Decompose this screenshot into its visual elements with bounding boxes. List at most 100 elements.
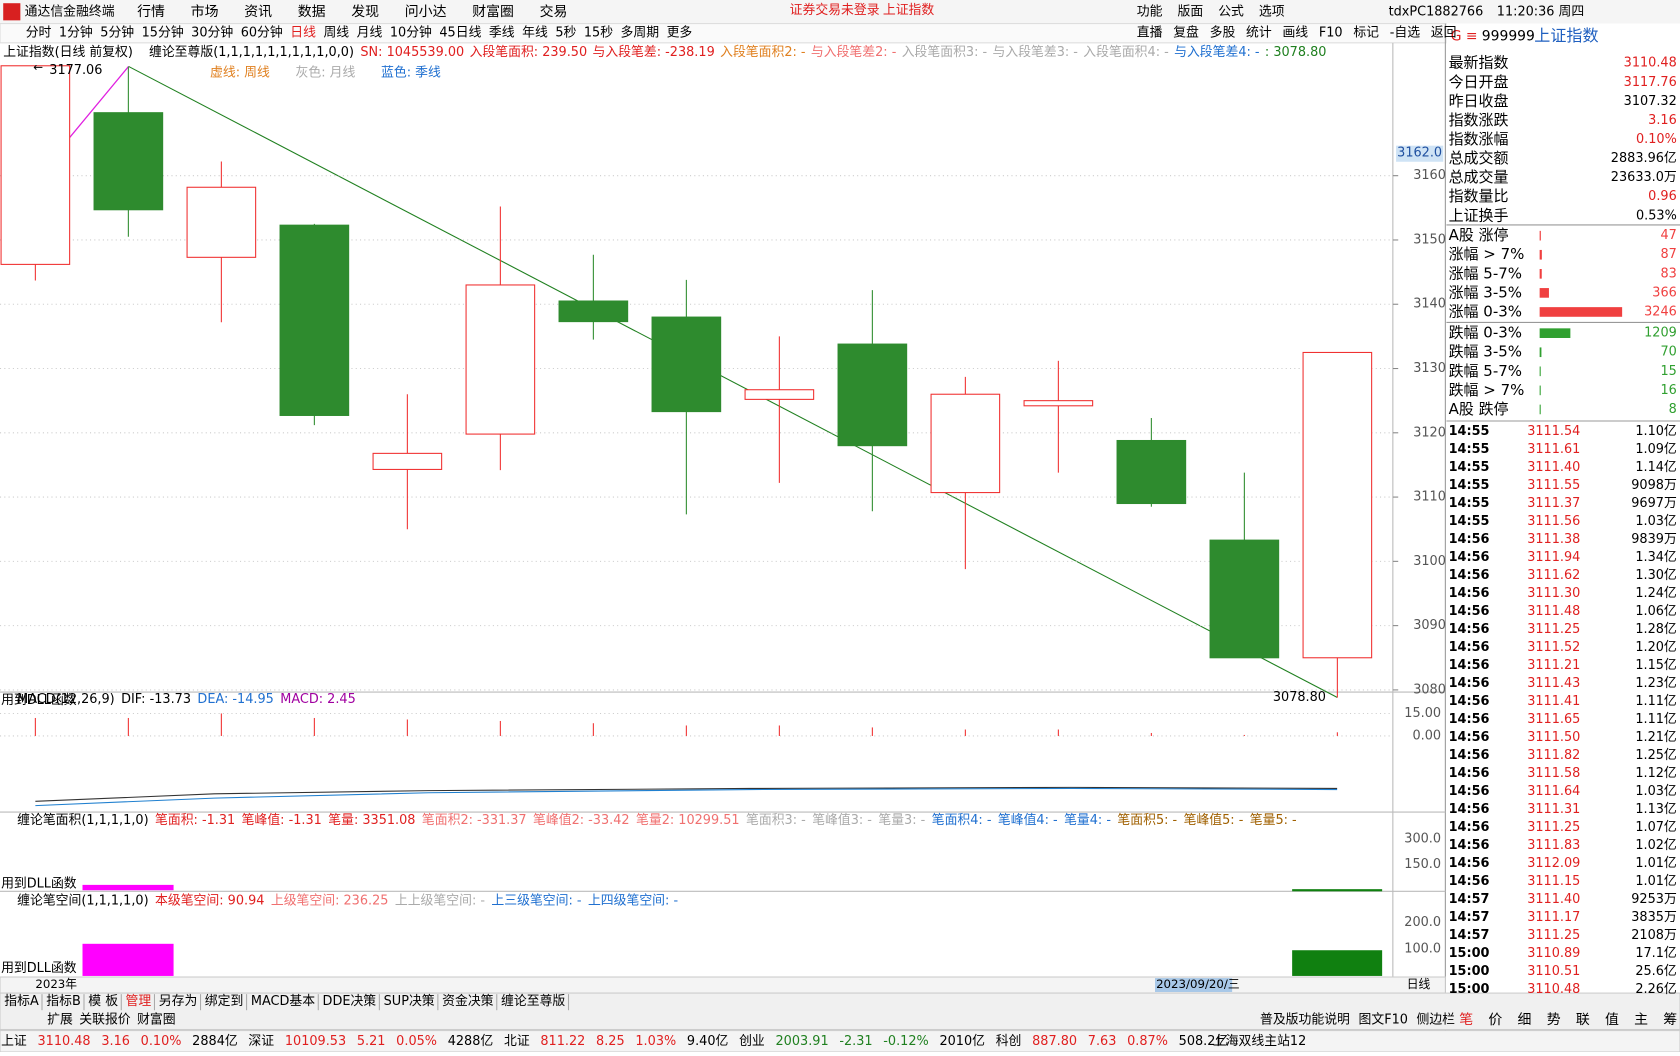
tick-time: 15:00 xyxy=(1449,946,1490,961)
chart-tool[interactable]: 多股 xyxy=(1210,26,1236,41)
clock: 11:20:36 周四 xyxy=(1497,4,1584,19)
panel-tab[interactable]: 筹 xyxy=(1663,1011,1677,1028)
legend-item: 灰色: 月线 xyxy=(296,64,356,80)
panel-tab[interactable]: 主 xyxy=(1634,1012,1648,1028)
menu-item[interactable]: 资讯 xyxy=(244,4,272,20)
chart-tool[interactable]: -自选 xyxy=(1390,26,1420,41)
tab[interactable]: 模 板 xyxy=(88,994,118,1009)
tick-volume: 17.1亿 xyxy=(1635,946,1677,961)
account: tdxPC1882766 xyxy=(1389,4,1484,19)
tick-price: 3110.89 xyxy=(1527,946,1580,961)
tick-price: 3111.30 xyxy=(1527,586,1580,601)
period-tab[interactable]: 多周期 xyxy=(621,26,660,41)
menu-item[interactable]: 交易 xyxy=(540,3,568,20)
tick-price: 3111.43 xyxy=(1527,676,1580,691)
period-tab[interactable]: 周线 xyxy=(323,26,349,41)
tool-item[interactable]: 功能 xyxy=(1137,4,1163,19)
period-tab[interactable]: 5秒 xyxy=(555,26,576,41)
status-item: 8.25 xyxy=(596,1034,625,1049)
chart-tool[interactable]: 复盘 xyxy=(1173,25,1199,41)
tick-price: 3111.38 xyxy=(1527,532,1580,547)
period-tab[interactable]: 15秒 xyxy=(584,26,613,41)
tick-time: 14:56 xyxy=(1449,550,1490,565)
chart-tool[interactable]: 返回 xyxy=(1431,26,1457,41)
menu-item[interactable]: 财富圈 xyxy=(472,3,514,20)
menu-item[interactable]: 市场 xyxy=(191,3,219,20)
tab[interactable]: 侧边栏 xyxy=(1416,1012,1455,1027)
period-tab[interactable]: 日线 xyxy=(290,26,316,41)
breadth-bar xyxy=(1539,268,1542,279)
period-tab[interactable]: 15分钟 xyxy=(142,25,184,41)
tab[interactable]: 另存为 xyxy=(159,994,198,1009)
menu-item[interactable]: 数据 xyxy=(298,4,326,20)
menu-item[interactable]: 发现 xyxy=(351,4,379,20)
chart-tool[interactable]: F10 xyxy=(1319,26,1343,41)
period-tab[interactable]: 30分钟 xyxy=(191,25,233,41)
tab[interactable]: 资金决策 xyxy=(442,993,494,1009)
period-tab[interactable]: 1分钟 xyxy=(59,25,93,41)
status-item: 0.87% xyxy=(1127,1034,1168,1049)
chart-tool[interactable]: 统计 xyxy=(1246,26,1272,41)
panel-tab[interactable]: 联 xyxy=(1576,1012,1590,1028)
y-tick-label: 3140 xyxy=(1413,297,1446,312)
tab[interactable]: 缠论至尊版 xyxy=(501,993,565,1009)
indicator-value: 与入段笔差4: - xyxy=(1174,44,1259,60)
tick-price: 3111.25 xyxy=(1527,820,1580,835)
chart-tool[interactable]: 标记 xyxy=(1353,26,1379,41)
chart-tool[interactable]: 直播 xyxy=(1137,26,1163,41)
menu-item[interactable]: 行情 xyxy=(137,4,165,20)
stock-code: 999999 xyxy=(1482,28,1535,44)
tick-volume: 1.11亿 xyxy=(1635,694,1677,709)
period-tab[interactable]: 10分钟 xyxy=(390,25,432,41)
chart-tool[interactable]: 画线 xyxy=(1282,26,1308,41)
breadth-value: 3246 xyxy=(1644,304,1677,319)
period-tab[interactable]: 45日线 xyxy=(439,26,481,41)
tab[interactable]: 指标B xyxy=(46,994,81,1009)
tab[interactable]: 管理 xyxy=(126,994,152,1009)
tab[interactable]: 扩展 xyxy=(47,1012,73,1027)
dif-line xyxy=(35,786,1338,802)
pane-header: 笔面积3: - xyxy=(746,812,806,828)
quote-label: 昨日收盘 xyxy=(1449,92,1509,110)
breadth-label: 涨幅 3-5% xyxy=(1449,283,1522,301)
panel-tab[interactable]: 势 xyxy=(1547,1012,1561,1028)
dll-note: 用到DLL函数 xyxy=(1,961,77,976)
quote-value: 3110.48 xyxy=(1624,56,1677,71)
tab[interactable]: 关联报价 xyxy=(79,1012,131,1027)
pane-header: 缠论笔面积(1,1,1,1,0) xyxy=(17,812,148,828)
tab[interactable]: MACD基本 xyxy=(251,994,315,1009)
panel-tab[interactable]: 笔 xyxy=(1459,1012,1473,1028)
tool-item[interactable]: 版面 xyxy=(1177,4,1203,19)
tool-item[interactable]: 选项 xyxy=(1259,4,1285,19)
tab[interactable]: 普及版功能说明 xyxy=(1260,1012,1350,1027)
period-tab[interactable]: 更多 xyxy=(667,26,693,41)
tick-volume: 1.24亿 xyxy=(1635,586,1677,601)
tab[interactable]: 财富圈 xyxy=(137,1011,176,1027)
tab[interactable]: 指标A xyxy=(4,994,39,1009)
breadth-bar xyxy=(1539,328,1571,338)
panel-tab[interactable]: 值 xyxy=(1605,1012,1619,1028)
period-tab[interactable]: 季线 xyxy=(489,26,515,41)
panel-tab[interactable]: 价 xyxy=(1488,1012,1502,1028)
tool-item[interactable]: 公式 xyxy=(1218,4,1244,19)
period-tab[interactable]: 分时 xyxy=(26,26,52,41)
side-icon: G ≡ xyxy=(1451,28,1478,44)
status-item: 9.40亿 xyxy=(687,1034,729,1049)
period-tab[interactable]: 月线 xyxy=(357,26,383,41)
period-tab[interactable]: 年线 xyxy=(522,26,548,41)
period-tab[interactable]: 5分钟 xyxy=(100,25,134,41)
status-item: 0.05% xyxy=(396,1034,437,1049)
breadth-bar xyxy=(1539,347,1542,358)
menu-item[interactable]: 问小达 xyxy=(405,4,447,20)
tab[interactable]: 图文F10 xyxy=(1358,1012,1407,1027)
candle-body xyxy=(1116,439,1187,505)
tab[interactable]: 绑定到 xyxy=(205,994,244,1009)
tab[interactable]: SUP决策 xyxy=(384,993,435,1009)
tick-time: 14:56 xyxy=(1449,532,1490,547)
panel-tab[interactable]: 细 xyxy=(1518,1012,1532,1028)
pane-header: 缠论笔空间(1,1,1,1,0) xyxy=(17,892,148,908)
tab[interactable]: DDE决策 xyxy=(323,993,377,1009)
period-tab[interactable]: 60分钟 xyxy=(241,25,283,41)
low-label: 3078.80 xyxy=(1273,690,1326,705)
status-item: 创业 xyxy=(739,1034,765,1049)
